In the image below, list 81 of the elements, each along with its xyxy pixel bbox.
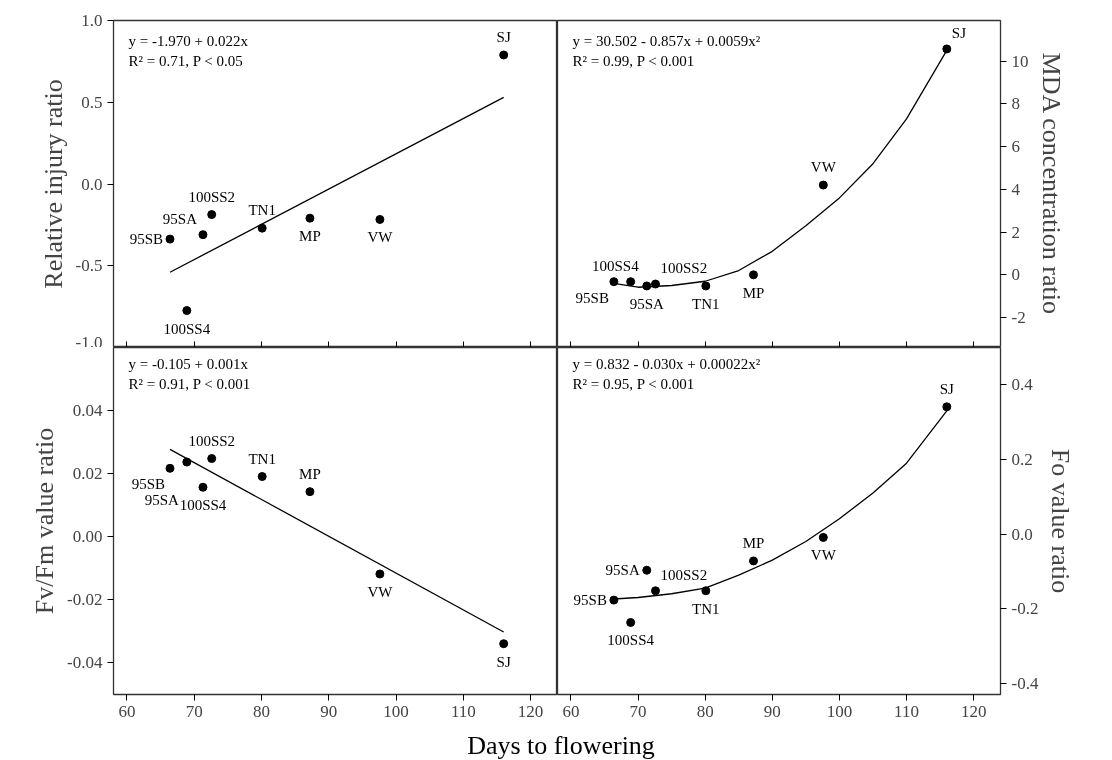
y-tick-label: -0.4 bbox=[1011, 673, 1039, 693]
annotation: VW bbox=[367, 584, 394, 600]
x-tick-label: 70 bbox=[185, 701, 203, 721]
x-tick-label: 120 bbox=[517, 701, 544, 721]
y-tick-label: 0.02 bbox=[72, 464, 103, 484]
annotation: SJ bbox=[951, 24, 967, 41]
annotation: TN1 bbox=[692, 600, 720, 617]
y-tick-label: 0 bbox=[1011, 265, 1020, 285]
annotation: TN1 bbox=[692, 295, 720, 312]
annotation: SJ bbox=[939, 380, 955, 397]
y-tick-label: 0.4 bbox=[1011, 375, 1034, 395]
y-axis-title: Relative injury ratio bbox=[38, 79, 68, 289]
annotation: 95SB bbox=[575, 289, 609, 306]
x-tick-label: 90 bbox=[763, 701, 781, 721]
annotation: 95SB bbox=[131, 476, 166, 493]
x-tick-label: 100 bbox=[383, 701, 409, 721]
y-tick-label: 0.2 bbox=[1011, 449, 1033, 469]
y-tick-label: 6 bbox=[1011, 137, 1020, 157]
annotation: R² = 0.95, P < 0.001 bbox=[572, 375, 695, 392]
x-tick-label: 80 bbox=[253, 701, 270, 721]
annotation: TN1 bbox=[248, 450, 276, 467]
x-tick-label: 120 bbox=[960, 701, 987, 721]
y-axis-title: MDA concentration ratio bbox=[1036, 52, 1066, 314]
annotation: R² = 0.71, P < 0.05 bbox=[128, 52, 243, 69]
y-tick-label: 1.0 bbox=[81, 11, 103, 30]
y-tick-label: 0.0 bbox=[81, 174, 103, 194]
annotation: 95SA bbox=[162, 210, 198, 227]
y-tick-label: 4 bbox=[1011, 179, 1021, 199]
annotation: y = 0.832 - 0.030x + 0.00022x² bbox=[572, 355, 761, 372]
x-tick-label: 110 bbox=[894, 701, 919, 721]
x-tick-label: 70 bbox=[629, 701, 647, 721]
annotation: 100SS2 bbox=[188, 188, 236, 205]
annotation: 100SS2 bbox=[660, 566, 708, 583]
annotation: R² = 0.91, P < 0.001 bbox=[128, 375, 251, 392]
y-tick-label: 0.5 bbox=[81, 92, 103, 112]
x-axis-title: Days to flowering bbox=[467, 730, 655, 760]
annotation: TN1 bbox=[248, 202, 276, 219]
y-tick-label: -0.2 bbox=[1011, 599, 1039, 619]
x-tick-label: 100 bbox=[826, 701, 853, 721]
x-tick-label: 90 bbox=[320, 701, 338, 721]
annotation: 95SA bbox=[629, 295, 665, 312]
y-tick-label: 8 bbox=[1011, 94, 1020, 114]
annotation: 95SA bbox=[144, 492, 179, 509]
annotation: MP bbox=[742, 284, 765, 301]
annotation: 100SS4 bbox=[591, 257, 640, 274]
y-tick-label: 0.0 bbox=[1011, 524, 1033, 544]
y-tick-label: -0.5 bbox=[75, 256, 103, 276]
y-tick-label: 0.00 bbox=[72, 527, 103, 547]
y-tick-label: -0.02 bbox=[67, 590, 103, 610]
annotation: 95SA bbox=[605, 562, 640, 579]
annotation: y = 30.502 - 0.857x + 0.0059x² bbox=[572, 32, 761, 49]
x-tick-label: 60 bbox=[118, 701, 136, 721]
y-tick-label: -2 bbox=[1011, 308, 1026, 328]
annotation: MP bbox=[299, 465, 321, 482]
annotation: 100SS4 bbox=[163, 320, 211, 337]
annotation: MP bbox=[299, 228, 321, 245]
x-tick-label: 110 bbox=[450, 701, 476, 721]
annotation: SJ bbox=[496, 653, 511, 670]
x-tick-label: 60 bbox=[562, 701, 580, 721]
annotation: 100SS4 bbox=[179, 497, 227, 514]
y-tick-label: -1.0 bbox=[75, 332, 103, 352]
y-tick-label: 2 bbox=[1011, 222, 1020, 242]
annotation: y = -0.105 + 0.001x bbox=[128, 355, 249, 372]
annotation: 100SS4 bbox=[607, 632, 655, 649]
annotation: R² = 0.99, P < 0.001 bbox=[572, 52, 695, 69]
annotation: VW bbox=[367, 229, 394, 246]
x-tick-label: 80 bbox=[696, 701, 714, 721]
y-tick-label: 0.04 bbox=[72, 401, 103, 421]
annotation: VW bbox=[810, 547, 837, 564]
annotation: VW bbox=[810, 159, 837, 176]
annotation: SJ bbox=[496, 29, 511, 45]
y-tick-label: -0.04 bbox=[67, 653, 103, 673]
annotation: y = -1.970 + 0.022x bbox=[128, 32, 249, 49]
annotation: 95SB bbox=[573, 592, 607, 609]
y-axis-title: Fv/Fm value ratio bbox=[30, 427, 60, 615]
y-tick-label: 10 bbox=[1011, 51, 1029, 71]
annotation: MP bbox=[742, 534, 765, 551]
y-axis-title: Fo value ratio bbox=[1046, 448, 1076, 594]
annotation: 95SB bbox=[129, 231, 164, 248]
annotation: 100SS2 bbox=[188, 432, 236, 449]
annotation: 100SS2 bbox=[660, 260, 708, 277]
